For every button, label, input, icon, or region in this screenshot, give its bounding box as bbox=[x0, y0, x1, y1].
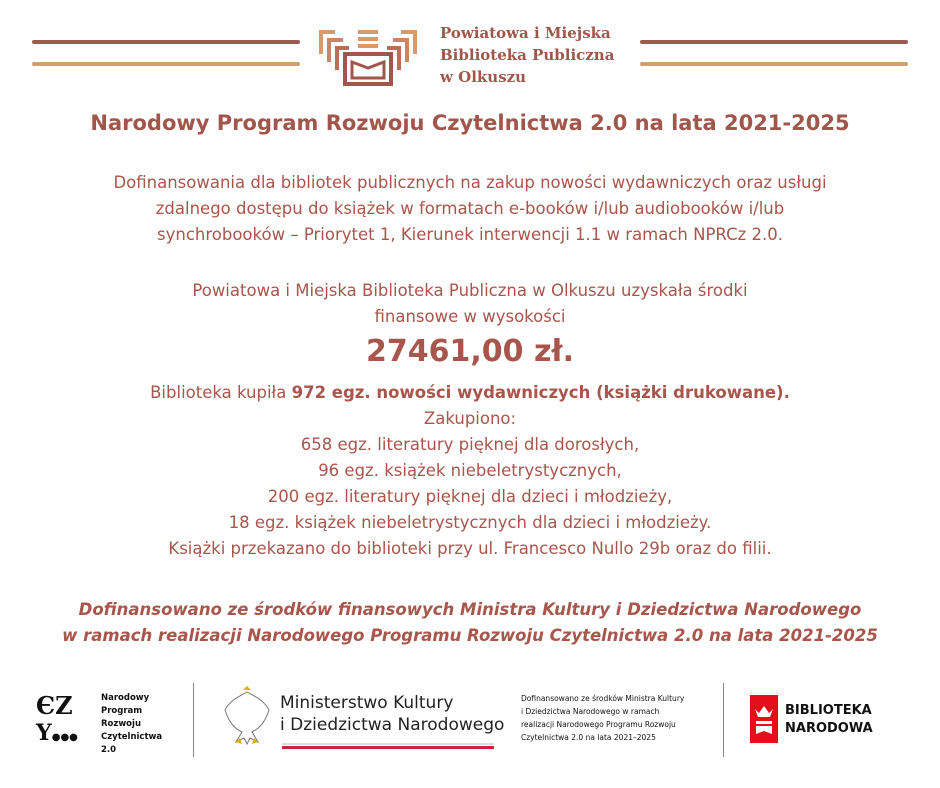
flag-stripe bbox=[282, 743, 494, 745]
biblioteka-narodowa-label: BIBLIOTEKA NARODOWA bbox=[785, 702, 873, 738]
decor-line bbox=[640, 40, 908, 44]
decor-line bbox=[32, 40, 300, 44]
text-line: Książki przekazano do biblioteki przy ul… bbox=[168, 539, 772, 558]
text-line: 658 egz. literatury pięknej dla dorosłyc… bbox=[300, 435, 640, 454]
text-line: zdalnego dostępu do książek w formatach … bbox=[155, 199, 785, 218]
text-line: finansowe w wysokości bbox=[374, 307, 566, 326]
eagle-emblem-icon bbox=[224, 686, 270, 746]
text-line: Czytelnictwa bbox=[101, 732, 163, 742]
footnote: Dofinansowano ze środków finansowych Min… bbox=[0, 597, 940, 649]
library-logo-icon bbox=[319, 30, 417, 86]
text-line: Zakupiono: bbox=[423, 409, 517, 428]
text-line: i Dziedzictwa Narodowego bbox=[280, 715, 505, 735]
text-line: synchrobooków – Priorytet 1, Kierunek in… bbox=[157, 225, 783, 244]
text-line: 96 egz. książek niebeletrystycznych, bbox=[318, 461, 622, 480]
purchase-prefix: Biblioteka kupiła bbox=[150, 383, 292, 402]
text-line: Dofinansowania dla bibliotek publicznych… bbox=[113, 173, 827, 192]
text-line: i Dziedzictwa Narodowego w ramach bbox=[521, 707, 660, 716]
text-line: 200 egz. literatury pięknej dla dzieci i… bbox=[267, 487, 673, 506]
funding-text: Powiatowa i Miejska Biblioteka Publiczna… bbox=[0, 278, 940, 330]
text-line: BIBLIOTEKA bbox=[785, 703, 872, 718]
nprcz-label: Narodowy Program Rozwoju Czytelnictwa 2.… bbox=[101, 692, 162, 757]
purchase-count: 972 egz. nowości wydawniczych (książki d… bbox=[291, 383, 790, 402]
text-line: Biblioteka kupiła 972 egz. nowości wydaw… bbox=[0, 380, 940, 406]
flag-stripe bbox=[282, 746, 494, 749]
divider bbox=[193, 683, 194, 757]
library-name: Powiatowa i Miejska Biblioteka Publiczna… bbox=[440, 22, 614, 88]
intro-text: Dofinansowania dla bibliotek publicznych… bbox=[0, 170, 940, 248]
decor-line bbox=[32, 62, 300, 66]
text-line: Dofinansowano ze środków Ministra Kultur… bbox=[521, 694, 685, 703]
page-title: Narodowy Program Rozwoju Czytelnictwa 2.… bbox=[90, 111, 850, 135]
text-line: NARODOWA bbox=[785, 721, 873, 736]
text-line: w ramach realizacji Narodowego Programu … bbox=[62, 626, 878, 645]
text-line: Powiatowa i Miejska Biblioteka Publiczna… bbox=[192, 281, 748, 300]
decor-line bbox=[640, 62, 908, 66]
funding-note: Dofinansowano ze środków Ministra Kultur… bbox=[521, 692, 684, 744]
text-line: Program bbox=[101, 706, 143, 716]
ministry-name: Ministerstwo Kultury i Dziedzictwa Narod… bbox=[280, 692, 504, 736]
purchase-text: Biblioteka kupiła 972 egz. nowości wydaw… bbox=[0, 380, 940, 562]
library-name-line: Powiatowa i Miejska bbox=[440, 24, 611, 42]
sponsor-logos: ЄZ Y●●● Narodowy Program Rozwoju Czytelni… bbox=[0, 680, 940, 760]
biblioteka-narodowa-logo-icon bbox=[750, 695, 778, 743]
text-line: Dofinansowano ze środków finansowych Min… bbox=[78, 600, 862, 619]
text-line: 2.0 bbox=[101, 745, 117, 755]
nprcz-logo-icon: ЄZ Y●●● bbox=[36, 691, 78, 747]
text-line: Narodowy bbox=[101, 693, 150, 703]
text-line: realizacji Narodowego Programu Rozwoju bbox=[521, 720, 676, 729]
library-name-line: w Olkuszu bbox=[440, 68, 527, 86]
text-line: 18 egz. książek niebeletrystycznych dla … bbox=[228, 513, 712, 532]
divider bbox=[723, 683, 724, 757]
funding-amount: 27461,00 zł. bbox=[366, 334, 574, 369]
library-name-line: Biblioteka Publiczna bbox=[440, 46, 615, 64]
text-line: Czytelnictwa 2.0 na lata 2021–2025 bbox=[521, 733, 656, 742]
text-line: Rozwoju bbox=[101, 719, 141, 729]
text-line: Ministerstwo Kultury bbox=[280, 693, 454, 713]
